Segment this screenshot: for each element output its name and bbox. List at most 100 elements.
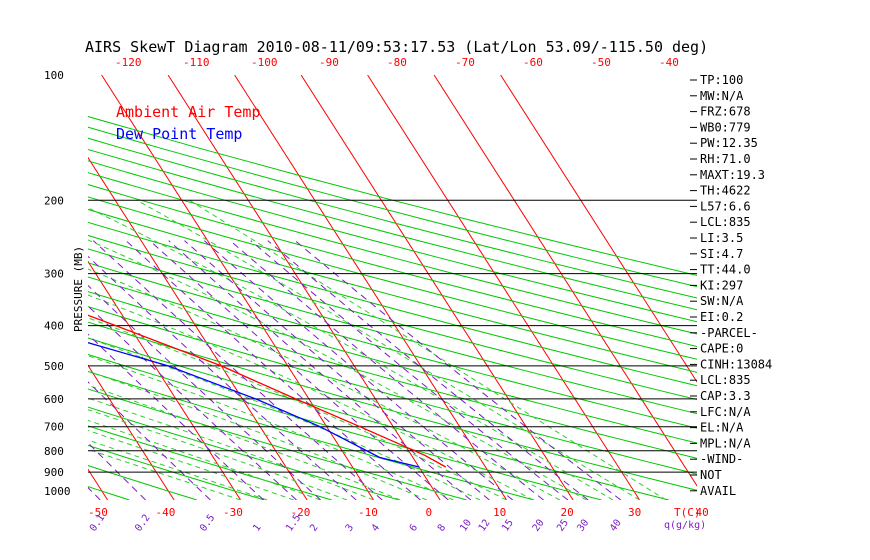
bottom-temp-tick-label: -50 <box>88 506 108 519</box>
dry-adiabat <box>88 234 697 401</box>
panel-entry: AVAIL <box>700 484 736 498</box>
mixing-ratio-line <box>229 240 544 500</box>
bottom-temp-tick-label: -40 <box>156 506 176 519</box>
panel-entry: -PARCEL- <box>700 326 758 340</box>
mixing-ratio-tick-label: 3 <box>344 522 356 533</box>
moist-adiabat <box>88 439 268 500</box>
mixing-ratio-tick-label: 1 <box>251 522 263 533</box>
dry-adiabat <box>88 160 697 323</box>
dry-adiabat <box>88 425 332 500</box>
isotherm-line <box>500 75 697 383</box>
mixing-ratio-tick-label: 8 <box>436 522 448 533</box>
mixing-ratio-tick-label: 4 <box>370 522 382 533</box>
plot-background <box>0 75 697 500</box>
panel-entry: MAXT:19.3 <box>700 168 765 182</box>
panel-entry: LCL:835 <box>700 215 751 229</box>
pressure-tick-label: 400 <box>44 320 64 333</box>
mixing-ratio-line <box>88 284 322 500</box>
pressure-tick-label: 300 <box>44 268 64 281</box>
dew-point-temp-line <box>88 341 420 468</box>
moist-adiabat <box>88 239 587 500</box>
mixing-ratio-tick-label: 25 <box>555 518 571 534</box>
top-temp-tick-label: -70 <box>455 56 475 69</box>
bottom-temp-tick-label: -20 <box>291 506 311 519</box>
dry-adiabat <box>88 149 697 311</box>
ambient-air-temp-line <box>88 314 447 468</box>
mixing-ratio-tick-label: 15 <box>500 518 516 534</box>
mixing-ratio-tick-label: 30 <box>575 518 591 534</box>
pressure-tick-label: 200 <box>44 194 64 207</box>
panel-entry: KI:297 <box>700 278 743 292</box>
mixing-ratio-tick-label: 12 <box>477 518 493 534</box>
panel-entry: L57:6.6 <box>700 199 751 213</box>
moist-adiabat <box>189 199 667 500</box>
mixing-ratio-tick-label: 2 <box>308 522 320 533</box>
panel-entry: CAP:3.3 <box>700 389 751 403</box>
panel-entry: MW:N/A <box>700 89 744 103</box>
top-temp-tick-label: -100 <box>251 56 278 69</box>
dry-adiabat <box>88 184 697 348</box>
pressure-tick-label: 500 <box>44 360 64 373</box>
panel-entry: LI:3.5 <box>700 231 743 245</box>
bottom-temp-tick-label: 0 <box>426 506 433 519</box>
mixing-ratio-tick-label: 0.5 <box>198 513 217 534</box>
mixing-ratio-line <box>267 240 589 500</box>
dry-adiabat <box>88 116 697 276</box>
mixing-ratio-tick-label: 10 <box>458 518 474 534</box>
bottom-axis-unit: T(C) <box>674 506 701 519</box>
mixing-ratio-line <box>149 240 449 500</box>
panel-entry: TH:4622 <box>700 184 751 198</box>
bottom-temp-tick-label: 40 <box>696 506 709 519</box>
panel-entry: RH:71.0 <box>700 152 751 166</box>
dry-adiabat <box>88 321 697 491</box>
dry-adiabat <box>88 221 697 387</box>
moist-adiabat <box>88 448 241 500</box>
mixing-ratio-tick-label: 40 <box>608 518 624 534</box>
panel-entry: CINH:13084 <box>700 357 772 371</box>
bottom-temp-tick-label: 20 <box>561 506 574 519</box>
panel-entry: NOT <box>700 468 722 482</box>
panel-entry: SW:N/A <box>700 294 744 308</box>
top-temp-tick-label: -50 <box>591 56 611 69</box>
moist-adiabat <box>88 370 427 500</box>
panel-entry: LCL:835 <box>700 373 751 387</box>
isotherm-line <box>234 75 508 500</box>
panel-entry: EI:0.2 <box>700 310 743 324</box>
pressure-tick-label: 800 <box>44 445 64 458</box>
pressure-tick-label: 1000 <box>44 485 71 498</box>
panel-entry: EL:N/A <box>700 421 744 435</box>
mixing-ratio-line <box>125 240 421 500</box>
dry-adiabat <box>88 370 535 500</box>
pressure-tick-label: 100 <box>44 69 64 82</box>
dry-adiabat <box>88 248 697 415</box>
dry-adiabat <box>88 291 697 459</box>
isotherm-line <box>0 75 41 500</box>
mixing-ratio-line <box>168 240 472 500</box>
panel-entry: WB0:779 <box>700 120 751 134</box>
panel-entry: TT:44.0 <box>700 263 751 277</box>
pressure-tick-label: 900 <box>44 466 64 479</box>
mixing-ratio-line <box>250 240 569 500</box>
legend-dew-point-temp: Dew Point Temp <box>116 125 242 143</box>
isotherm-line <box>88 260 242 500</box>
mixing-ratio-tick-label: 20 <box>531 518 547 534</box>
isotherm-line <box>300 75 574 500</box>
mixing-ratio-line <box>92 240 383 500</box>
chart-title: AIRS SkewT Diagram 2010-08-11/09:53:17.5… <box>85 38 708 56</box>
dry-adiabat <box>88 388 467 500</box>
moist-adiabat <box>88 317 507 500</box>
dry-adiabat <box>88 137 697 299</box>
mixing-ratio-line <box>294 240 622 500</box>
dry-adiabat <box>0 75 62 500</box>
dry-adiabat <box>88 208 697 373</box>
dry-adiabat <box>88 444 265 500</box>
mixing-ratio-tick-label: 6 <box>408 522 420 533</box>
mixing-ratio-line <box>88 381 211 500</box>
plot-lines <box>88 199 697 473</box>
top-temp-tick-label: -60 <box>523 56 543 69</box>
plot-series <box>88 314 447 468</box>
mixing-ratio-line <box>203 240 514 500</box>
